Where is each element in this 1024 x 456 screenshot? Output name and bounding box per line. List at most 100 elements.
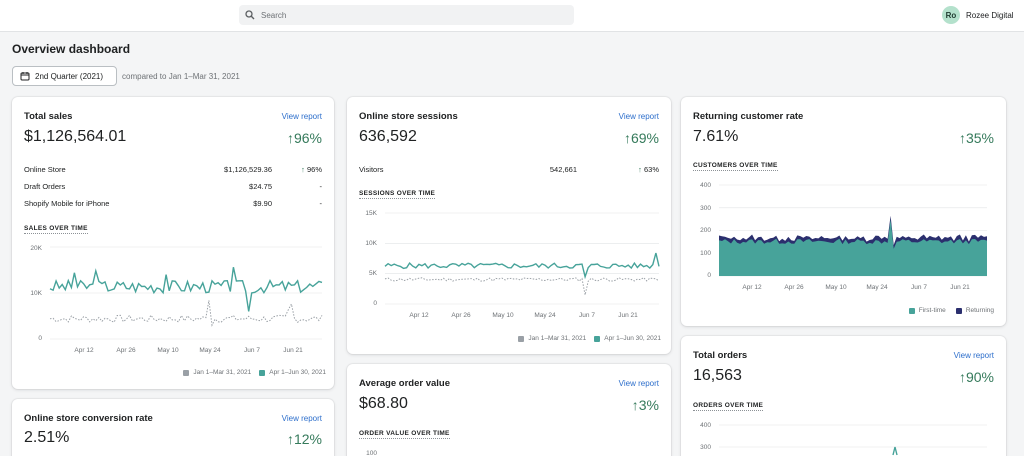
y-tick-label: 10K [30,290,42,297]
view-report-link[interactable]: View report [281,414,322,423]
sales-over-time-chart [49,246,323,340]
x-tick-label: May 24 [866,284,888,291]
x-tick-label: Apr 26 [451,312,471,319]
card-title: Total sales [24,111,73,122]
card-title: Total orders [693,350,748,361]
table-row: Draft Orders $24.75 - [24,182,322,191]
conversion-rate-value: 2.51% [24,429,70,446]
arrow-up-icon: ↑ [631,397,639,413]
x-tick-label: Apr 12 [74,347,94,354]
date-range-label: 2nd Quarter (2021) [35,71,104,81]
search-placeholder: Search [261,10,287,20]
page-title: Overview dashboard [12,42,131,56]
y-tick-label: 5K [369,270,377,277]
series-line-current [49,267,323,312]
section-heading: SALES OVER TIME [24,225,88,234]
area-first-time [719,219,987,276]
y-tick-label: 100 [700,250,711,257]
view-report-link[interactable]: View report [618,112,659,121]
y-tick-label: 10K [365,240,377,247]
change-badge: ↑96% [286,130,322,146]
change-badge: ↑90% [958,369,994,385]
x-tick-label: May 10 [157,347,179,354]
date-range-button[interactable]: 2nd Quarter (2021) [12,66,117,86]
change-badge: ↑35% [958,130,994,146]
y-tick-label: 300 [700,205,711,212]
x-tick-label: Jun 21 [618,312,638,319]
arrow-up-icon: ↑ [286,130,294,146]
arrow-up-icon: ↑ [301,165,307,174]
view-report-link[interactable]: View report [281,112,322,121]
compared-to-text: compared to Jan 1–Mar 31, 2021 [122,72,240,81]
avatar[interactable]: Ro [942,6,960,24]
section-heading: ORDER VALUE OVER TIME [359,430,450,439]
returning-customer-rate-card: Returning customer rate 7.61% ↑35% CUSTO… [681,97,1006,326]
chart-legend: First-time Returning [908,307,994,314]
y-tick-label: 400 [700,182,711,189]
section-heading: ORDERS OVER TIME [693,402,764,411]
x-tick-label: Jun 7 [911,284,927,291]
series-line-previous [384,276,660,296]
conversion-rate-card: Online store conversion rate View report… [12,399,334,456]
top-bar: Search Ro Rozee Digital [0,0,1024,32]
x-tick-label: May 24 [534,312,556,319]
y-tick-label: 400 [700,422,711,429]
card-title: Online store conversion rate [24,413,153,424]
x-tick-label: Apr 12 [409,312,429,319]
section-heading: CUSTOMERS OVER TIME [693,162,778,171]
table-row: Online Store $1,126,529.36 ↑ 96% [24,165,322,174]
x-tick-label: Jun 21 [950,284,970,291]
returning-rate-value: 7.61% [693,128,739,145]
card-title: Average order value [359,378,450,389]
orders-over-time-chart [719,424,987,456]
x-tick-label: Apr 26 [116,347,136,354]
x-tick-label: Apr 12 [742,284,762,291]
change-badge: ↑12% [286,431,322,447]
table-row: Visitors 542,661 ↑ 63% [359,165,659,174]
chart-legend: Jan 1–Mar 31, 2021 Apr 1–Jun 30, 2021 [518,335,661,342]
arrow-up-icon: ↑ [623,130,631,146]
chart-legend: Jan 1–Mar 31, 2021 Apr 1–Jun 30, 2021 [183,369,326,376]
y-tick-label: 200 [700,227,711,234]
y-tick-label: 300 [700,444,711,451]
series-line-current [892,446,898,456]
change-badge: ↑69% [623,130,659,146]
sessions-over-time-chart [384,212,660,305]
card-title: Online store sessions [359,111,458,122]
total-sales-card: Total sales View report $1,126,564.01 ↑9… [12,97,334,389]
series-line-previous [49,300,323,327]
arrow-up-icon: ↑ [286,431,294,447]
y-tick-label: 15K [365,210,377,217]
card-title: Returning customer rate [693,111,804,122]
x-tick-label: May 10 [825,284,847,291]
y-tick-label: 100 [366,450,377,456]
table-row: Shopify Mobile for iPhone $9.90 - [24,199,322,208]
arrow-up-icon: ↑ [958,369,966,385]
x-tick-label: May 10 [492,312,514,319]
y-tick-label: 0 [373,300,377,307]
customers-over-time-chart [719,184,987,277]
total-orders-card: Total orders View report 16,563 ↑90% ORD… [681,336,1006,456]
total-sales-value: $1,126,564.01 [24,128,127,145]
view-report-link[interactable]: View report [618,379,659,388]
average-order-value-card: Average order value View report $68.80 ↑… [347,364,671,456]
x-tick-label: Jun 7 [579,312,595,319]
calendar-icon [20,72,30,81]
y-tick-label: 0 [707,272,711,279]
series-line-current [384,252,660,280]
arrow-up-icon: ↑ [638,165,644,174]
aov-value: $68.80 [359,395,408,412]
x-tick-label: Jun 7 [244,347,260,354]
x-tick-label: Jun 21 [283,347,303,354]
sessions-value: 636,592 [359,128,417,145]
search-input[interactable]: Search [239,5,574,25]
x-tick-label: May 24 [199,347,221,354]
store-name[interactable]: Rozee Digital [966,11,1014,20]
x-tick-label: Apr 26 [784,284,804,291]
view-report-link[interactable]: View report [953,351,994,360]
y-tick-label: 20K [30,245,42,252]
arrow-up-icon: ↑ [958,130,966,146]
section-heading: SESSIONS OVER TIME [359,190,436,199]
total-orders-value: 16,563 [693,367,742,384]
online-store-sessions-card: Online store sessions View report 636,59… [347,97,671,354]
